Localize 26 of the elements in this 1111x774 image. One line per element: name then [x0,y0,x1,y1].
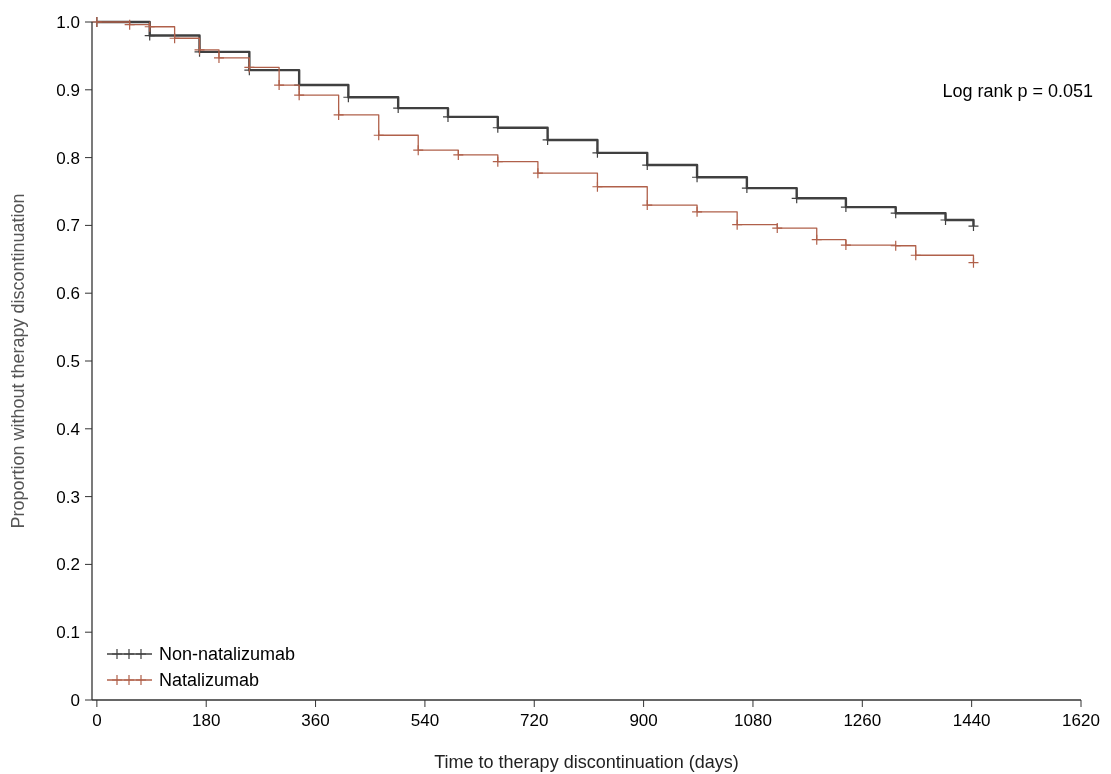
x-tick-label: 540 [410,711,440,730]
x-tick-label: 360 [301,711,330,730]
y-axis-title: Proportion without therapy discontinuation [8,193,28,529]
y-tick-label: 0.1 [56,623,80,643]
y-tick-label: 1.0 [56,13,80,32]
x-axis-title: Time to therapy discontinuation (days) [434,752,739,772]
y-tick-label: 0.3 [56,487,80,507]
x-tick-label: 900 [629,711,658,730]
y-tick-label: 0.8 [56,148,80,168]
x-tick-label: 1080 [734,711,772,730]
y-tick-label: 0.9 [56,80,80,100]
x-tick-label: 1440 [952,711,991,730]
y-tick-label: 0.4 [56,419,80,439]
y-tick-label: 0.7 [56,216,80,236]
annotation: Log rank p = 0.051 [942,81,1093,101]
legend-label: Natalizumab [159,670,260,690]
y-tick-label: 0 [70,691,80,710]
x-tick-label: 180 [192,711,221,730]
x-tick-label: 0 [92,711,102,730]
y-tick-label: 0.5 [56,352,80,371]
x-tick-label: 1260 [843,711,882,730]
legend-label: Non-natalizumab [159,644,296,664]
x-tick-label: 1620 [1062,711,1100,730]
x-tick-label: 720 [520,711,549,730]
y-tick-label: 0.6 [56,284,80,304]
y-tick-label: 0.2 [56,555,80,575]
